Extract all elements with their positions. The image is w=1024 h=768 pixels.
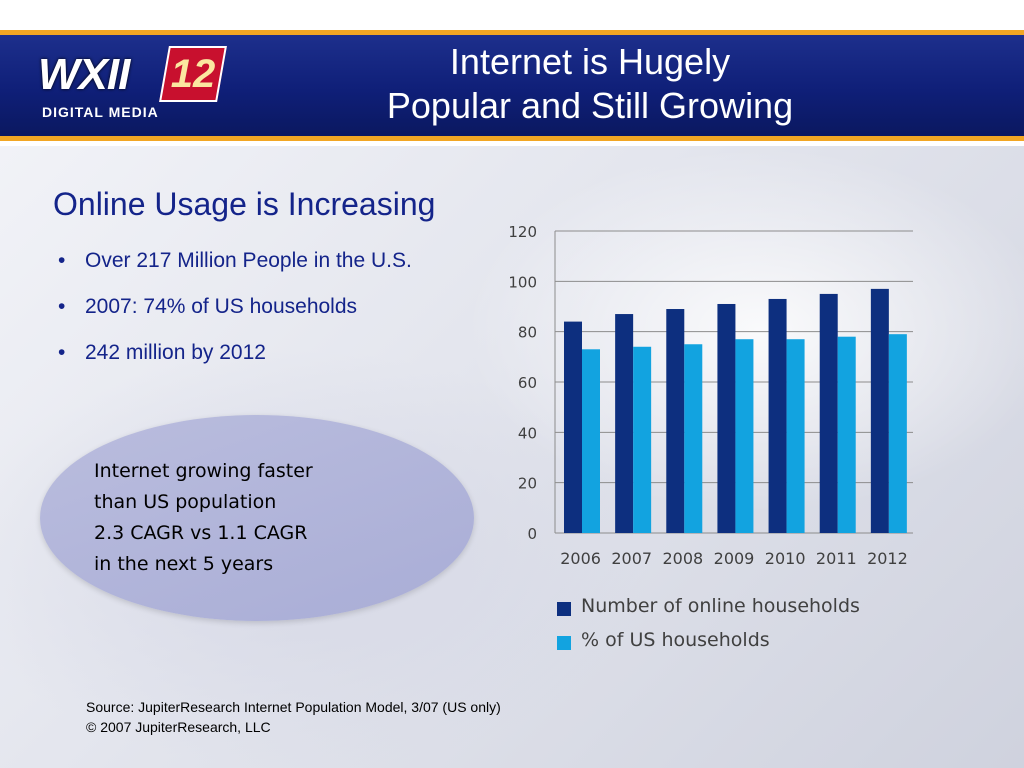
copyright-line: © 2007 JupiterResearch, LLC xyxy=(86,719,271,735)
bar xyxy=(786,339,805,533)
bar xyxy=(888,334,907,533)
slide-title: Internet is Hugely Popular and Still Gro… xyxy=(330,40,850,128)
y-tick-label: 20 xyxy=(518,475,537,493)
bullet-text: 2007: 74% of US households xyxy=(85,295,358,318)
header-gold-stripe-top xyxy=(0,30,1024,35)
bar xyxy=(870,288,889,533)
bar xyxy=(633,346,652,533)
bar xyxy=(819,293,838,533)
bullet-glyph: • xyxy=(58,249,66,272)
bar xyxy=(717,303,736,533)
slide-title-line-2: Popular and Still Growing xyxy=(386,85,794,126)
x-tick-label: 2006 xyxy=(560,549,601,568)
bar xyxy=(735,339,754,533)
header-bar: WXII 12 DIGITAL MEDIA Internet is Hugely… xyxy=(0,0,1024,146)
legend-label: % of US households xyxy=(581,629,770,651)
bullet-item: • Over 217 Million People in the U.S. xyxy=(58,248,412,274)
bullet-item: • 242 million by 2012 xyxy=(58,340,412,366)
callout-line: in the next 5 years xyxy=(94,553,274,575)
bullet-list: • Over 217 Million People in the U.S. • … xyxy=(58,248,412,386)
bullet-text: 242 million by 2012 xyxy=(85,341,266,364)
legend-swatch xyxy=(557,636,571,650)
logo-number-badge: 12 xyxy=(159,46,227,102)
callout-text: Internet growing faster than US populati… xyxy=(94,456,313,580)
bar xyxy=(837,336,856,533)
source-line: Source: JupiterResearch Internet Populat… xyxy=(86,699,501,715)
callout-line: than US population xyxy=(94,491,277,513)
header-gold-stripe-bottom xyxy=(0,136,1024,141)
bar xyxy=(684,344,703,533)
x-tick-label: 2009 xyxy=(714,549,755,568)
y-tick-label: 0 xyxy=(527,525,537,543)
wxii-logo: WXII 12 DIGITAL MEDIA xyxy=(30,46,230,126)
bullet-glyph: • xyxy=(58,341,66,364)
legend-label: Number of online households xyxy=(581,595,860,617)
bar xyxy=(615,314,634,533)
bullet-item: • 2007: 74% of US households xyxy=(58,294,412,320)
bar-chart: 0 20 40 60 80 100 120 2006 2007 2008 2009 2010 2011 2… xyxy=(508,223,913,568)
legend-swatch xyxy=(557,602,571,616)
x-tick-label: 2012 xyxy=(867,549,908,568)
x-tick-label: 2011 xyxy=(816,549,857,568)
x-tick-label: 2008 xyxy=(662,549,703,568)
y-tick-label: 40 xyxy=(518,424,537,442)
y-tick-label: 60 xyxy=(518,374,537,392)
x-tick-label: 2007 xyxy=(611,549,652,568)
slide-title-line-1: Internet is Hugely xyxy=(449,41,731,82)
logo-letters: WXII xyxy=(38,50,130,99)
callout-ellipse xyxy=(40,415,474,621)
x-tick-label: 2010 xyxy=(765,549,806,568)
logo-number: 12 xyxy=(170,52,216,96)
bullet-text: Over 217 Million People in the U.S. xyxy=(85,249,412,272)
callout-line: Internet growing faster xyxy=(94,460,313,482)
logo-subtitle: DIGITAL MEDIA xyxy=(42,104,159,120)
section-subtitle: Online Usage is Increasing xyxy=(53,186,436,222)
bar xyxy=(768,298,787,533)
y-tick-label: 120 xyxy=(508,223,537,241)
y-tick-label: 100 xyxy=(508,273,537,291)
bar xyxy=(666,309,685,533)
bar xyxy=(582,349,600,533)
source-note: Source: JupiterResearch Internet Populat… xyxy=(86,697,501,737)
y-tick-label: 80 xyxy=(518,324,537,342)
bullet-glyph: • xyxy=(58,295,66,318)
callout-line: 2.3 CAGR vs 1.1 CAGR xyxy=(94,522,308,544)
bar xyxy=(564,321,582,533)
